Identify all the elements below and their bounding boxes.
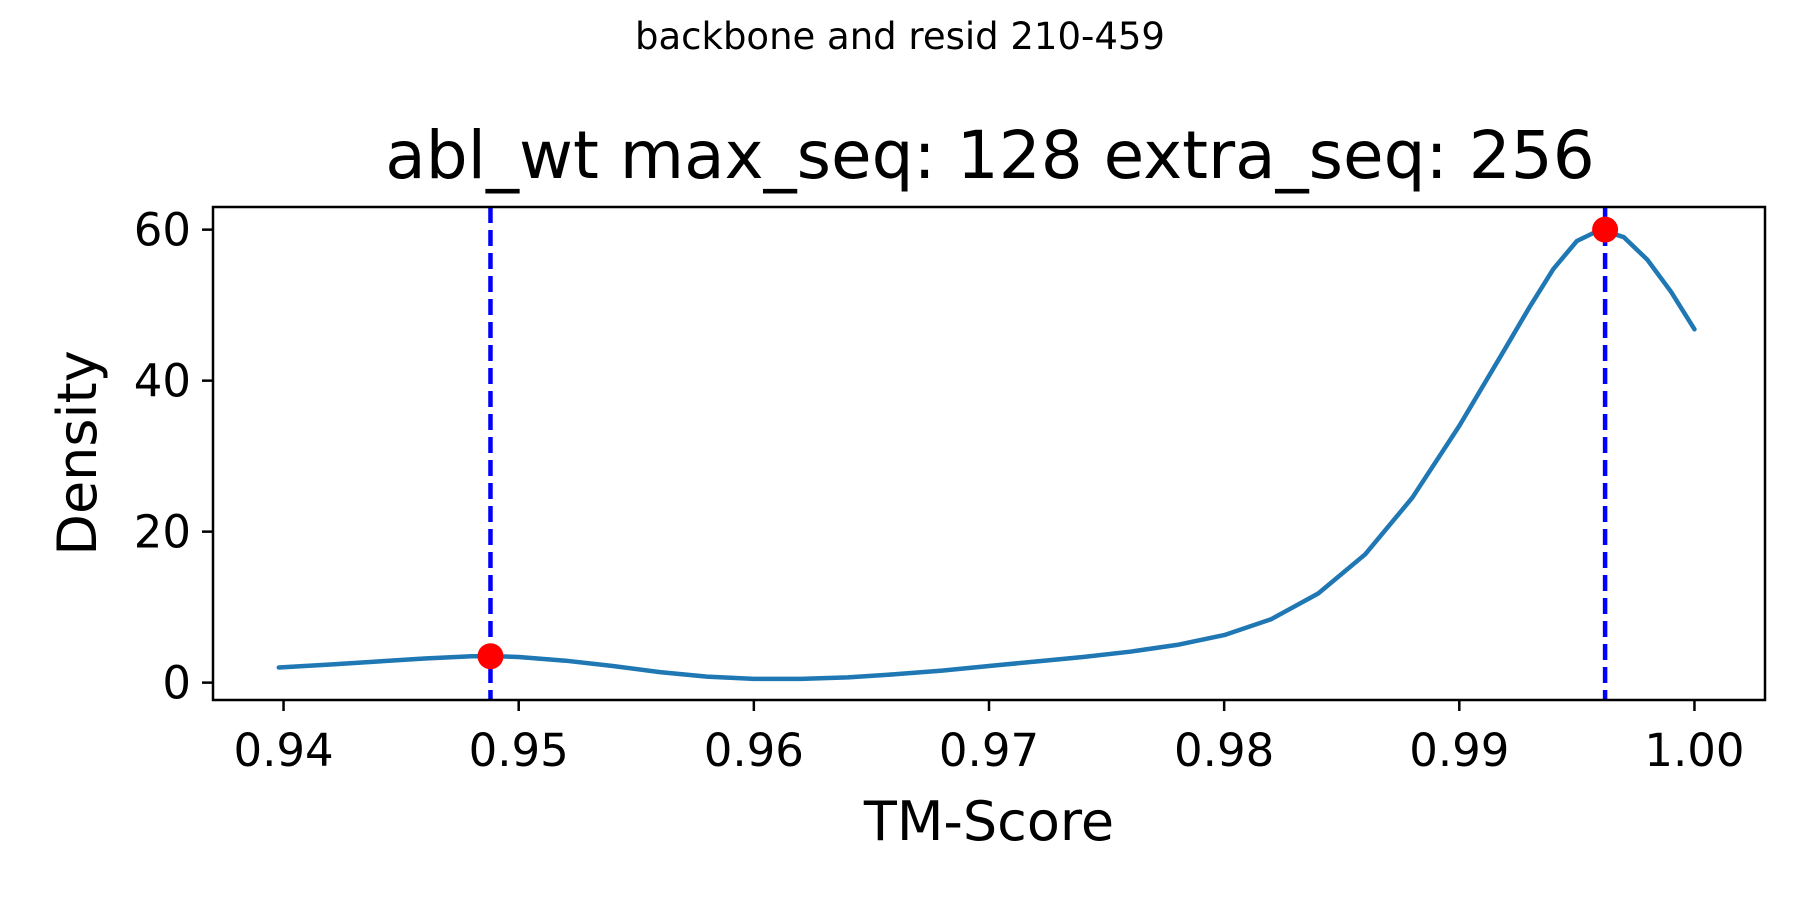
y-tick-label: 60 (134, 204, 191, 257)
x-axis-ticks: 0.94 0.95 0.96 0.97 0.98 0.99 1.00 (233, 700, 1745, 777)
y-axis-ticks: 0 20 40 60 (134, 204, 213, 710)
y-tick-label: 20 (134, 506, 191, 559)
y-axis-label: Density (46, 350, 109, 555)
axes-frame (211, 205, 1767, 702)
y-tick-label: 40 (134, 355, 191, 408)
plot-area (276, 207, 1697, 700)
x-tick-label: 0.94 (233, 724, 333, 777)
x-tick-label: 0.95 (469, 724, 569, 777)
density-line-0 (276, 227, 1697, 682)
x-tick-label: 0.99 (1409, 724, 1509, 777)
x-tick-label: 0.96 (704, 724, 804, 777)
x-tick-label: 1.00 (1644, 724, 1744, 777)
peak-marker-0 (477, 643, 504, 670)
x-tick-label: 0.98 (1174, 724, 1274, 777)
x-axis-label: TM-Score (863, 790, 1114, 853)
figure-suptitle: backbone and resid 210-459 (635, 15, 1165, 58)
chart-title: abl_wt max_seq: 128 extra_seq: 256 (385, 117, 1594, 194)
x-tick-label: 0.97 (939, 724, 1039, 777)
peak-marker-1 (1592, 216, 1619, 243)
y-tick-label: 0 (162, 657, 191, 710)
